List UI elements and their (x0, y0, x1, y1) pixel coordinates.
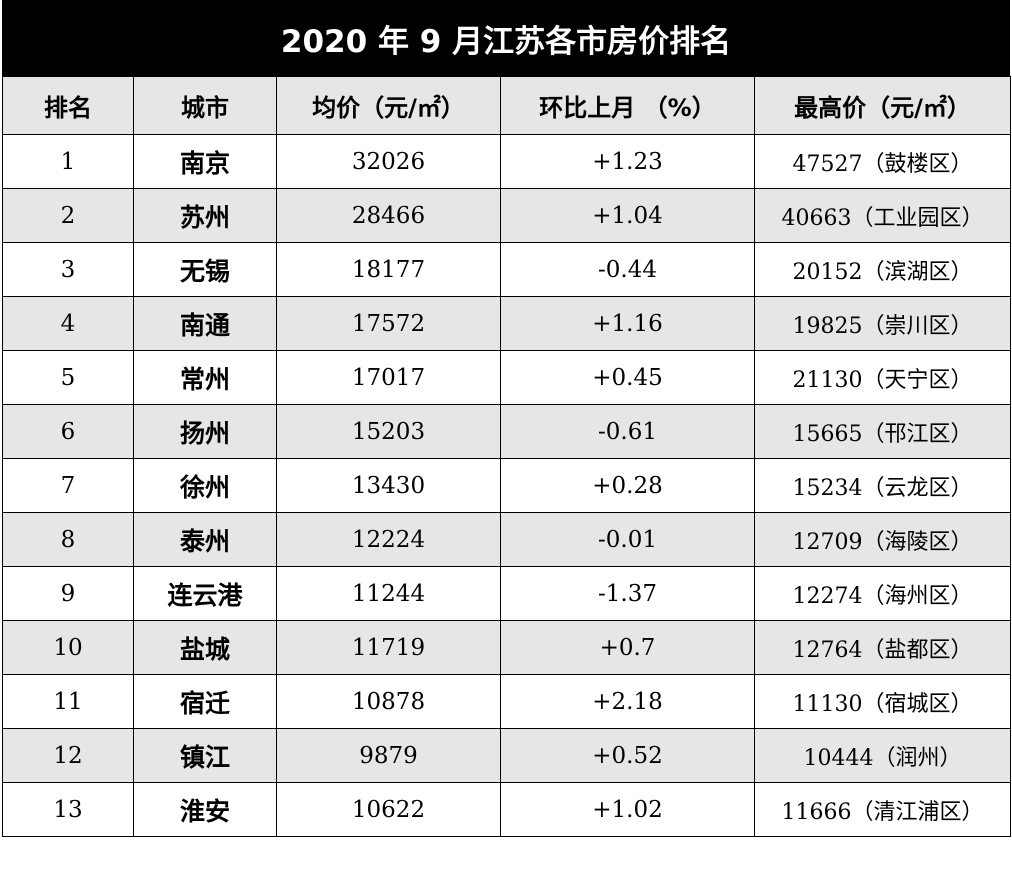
mom-change-cell: +0.7 (500, 620, 755, 675)
city-cell: 扬州 (133, 404, 277, 459)
avg-price-cell: 28466 (276, 188, 501, 243)
ranking-table-container: 2020 年 9 月江苏各市房价排名 排名 城市 均价（元/㎡） 环比上月 （%… (2, 0, 1011, 837)
city-cell: 徐州 (133, 458, 277, 513)
rank-cell: 8 (2, 512, 134, 567)
rank-cell: 10 (2, 620, 134, 675)
header-avg-price: 均价（元/㎡） (276, 76, 501, 135)
table-row: 11 宿迁 10878 +2.18 11130（宿城区） (2, 674, 1011, 729)
table-row: 2 苏州 28466 +1.04 40663（工业园区） (2, 188, 1011, 243)
mom-change-cell: +1.16 (500, 296, 755, 351)
city-cell: 常州 (133, 350, 277, 405)
mom-change-cell: +2.18 (500, 674, 755, 729)
max-price-cell: 12764（盐都区） (754, 620, 1011, 675)
header-mom-change: 环比上月 （%） (500, 76, 755, 135)
max-price-cell: 12709（海陵区） (754, 512, 1011, 567)
avg-price-cell: 12224 (276, 512, 501, 567)
city-cell: 镇江 (133, 728, 277, 783)
table-row: 7 徐州 13430 +0.28 15234（云龙区） (2, 458, 1011, 513)
avg-price-cell: 9879 (276, 728, 501, 783)
city-cell: 宿迁 (133, 674, 277, 729)
rank-cell: 12 (2, 728, 134, 783)
city-cell: 南通 (133, 296, 277, 351)
mom-change-cell: -0.01 (500, 512, 755, 567)
rank-cell: 3 (2, 242, 134, 297)
mom-change-cell: -1.37 (500, 566, 755, 621)
table-row: 6 扬州 15203 -0.61 15665（邗江区） (2, 404, 1011, 459)
rank-cell: 13 (2, 782, 134, 837)
mom-change-cell: +1.23 (500, 134, 755, 189)
rank-cell: 9 (2, 566, 134, 621)
rank-cell: 6 (2, 404, 134, 459)
mom-change-cell: +0.52 (500, 728, 755, 783)
max-price-cell: 19825（崇川区） (754, 296, 1011, 351)
max-price-cell: 15665（邗江区） (754, 404, 1011, 459)
table-row: 10 盐城 11719 +0.7 12764（盐都区） (2, 620, 1011, 675)
max-price-cell: 10444（润州） (754, 728, 1011, 783)
mom-change-cell: -0.61 (500, 404, 755, 459)
rank-cell: 1 (2, 134, 134, 189)
mom-change-cell: -0.44 (500, 242, 755, 297)
table-row: 1 南京 32026 +1.23 47527（鼓楼区） (2, 134, 1011, 189)
avg-price-cell: 18177 (276, 242, 501, 297)
avg-price-cell: 11244 (276, 566, 501, 621)
house-price-table: 排名 城市 均价（元/㎡） 环比上月 （%） 最高价（元/㎡） 1 南京 32026… (2, 76, 1011, 837)
table-row: 5 常州 17017 +0.45 21130（天宁区） (2, 350, 1011, 405)
table-row: 8 泰州 12224 -0.01 12709（海陵区） (2, 512, 1011, 567)
max-price-cell: 12274（海州区） (754, 566, 1011, 621)
city-cell: 连云港 (133, 566, 277, 621)
rank-cell: 7 (2, 458, 134, 513)
mom-change-cell: +1.04 (500, 188, 755, 243)
avg-price-cell: 17017 (276, 350, 501, 405)
city-cell: 泰州 (133, 512, 277, 567)
max-price-cell: 47527（鼓楼区） (754, 134, 1011, 189)
avg-price-cell: 10622 (276, 782, 501, 837)
mom-change-cell: +0.45 (500, 350, 755, 405)
max-price-cell: 11130（宿城区） (754, 674, 1011, 729)
rank-cell: 4 (2, 296, 134, 351)
rank-cell: 2 (2, 188, 134, 243)
table-row: 13 淮安 10622 +1.02 11666（清江浦区） (2, 782, 1011, 837)
table-row: 3 无锡 18177 -0.44 20152（滨湖区） (2, 242, 1011, 297)
city-cell: 淮安 (133, 782, 277, 837)
max-price-cell: 21130（天宁区） (754, 350, 1011, 405)
avg-price-cell: 10878 (276, 674, 501, 729)
city-cell: 无锡 (133, 242, 277, 297)
max-price-cell: 15234（云龙区） (754, 458, 1011, 513)
header-max-price: 最高价（元/㎡） (754, 76, 1011, 135)
max-price-cell: 20152（滨湖区） (754, 242, 1011, 297)
header-city: 城市 (133, 76, 277, 135)
table-title: 2020 年 9 月江苏各市房价排名 (2, 0, 1010, 76)
table-row: 4 南通 17572 +1.16 19825（崇川区） (2, 296, 1011, 351)
max-price-cell: 11666（清江浦区） (754, 782, 1011, 837)
avg-price-cell: 17572 (276, 296, 501, 351)
mom-change-cell: +0.28 (500, 458, 755, 513)
city-cell: 盐城 (133, 620, 277, 675)
table-row: 12 镇江 9879 +0.52 10444（润州） (2, 728, 1011, 783)
header-rank: 排名 (2, 76, 134, 135)
avg-price-cell: 15203 (276, 404, 501, 459)
table-body: 1 南京 32026 +1.23 47527（鼓楼区） 2 苏州 28466 +1.04 4066… (2, 134, 1011, 837)
city-cell: 南京 (133, 134, 277, 189)
avg-price-cell: 11719 (276, 620, 501, 675)
table-row: 9 连云港 11244 -1.37 12274（海州区） (2, 566, 1011, 621)
avg-price-cell: 13430 (276, 458, 501, 513)
rank-cell: 5 (2, 350, 134, 405)
header-row: 排名 城市 均价（元/㎡） 环比上月 （%） 最高价（元/㎡） (2, 76, 1011, 135)
city-cell: 苏州 (133, 188, 277, 243)
avg-price-cell: 32026 (276, 134, 501, 189)
mom-change-cell: +1.02 (500, 782, 755, 837)
rank-cell: 11 (2, 674, 134, 729)
max-price-cell: 40663（工业园区） (754, 188, 1011, 243)
